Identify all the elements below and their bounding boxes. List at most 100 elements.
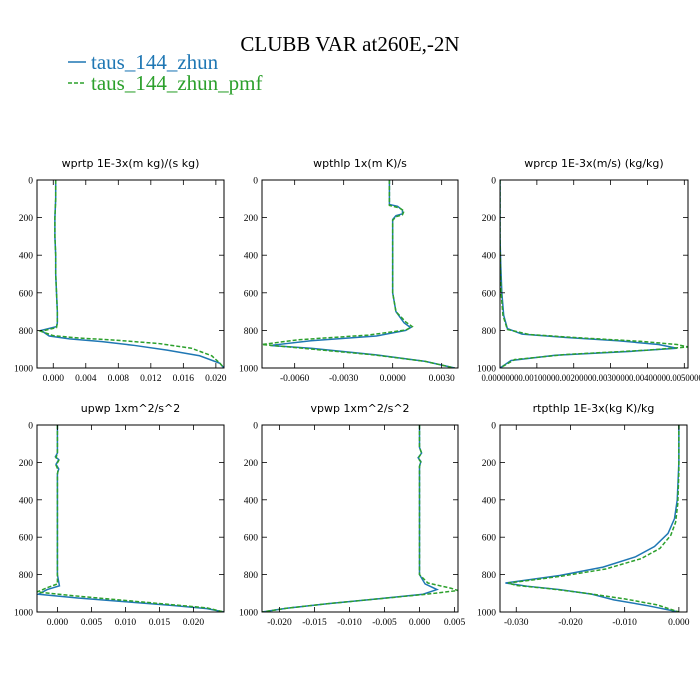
y-tick-label: 0 bbox=[491, 422, 496, 432]
x-tick-label: -0.010 bbox=[612, 618, 637, 628]
y-tick-label: 800 bbox=[482, 327, 497, 337]
y-tick-label: 800 bbox=[244, 571, 259, 581]
x-tick-label: 0.0040000 bbox=[629, 374, 666, 384]
series-line-taus-144-zhun bbox=[505, 425, 680, 612]
y-tick-label: 600 bbox=[19, 534, 34, 544]
panel-title: wprcp 1E-3x(m/s) (kg/kg) bbox=[524, 157, 663, 170]
x-tick-label: -0.010 bbox=[337, 618, 362, 628]
x-tick-label: 0.000 bbox=[668, 618, 690, 628]
y-tick-label: 600 bbox=[482, 534, 497, 544]
series-line-taus-144-zhun-pmf bbox=[37, 425, 224, 612]
x-tick-label: 0.0010000 bbox=[518, 374, 555, 384]
x-tick-label: 0.005 bbox=[81, 618, 103, 628]
x-tick-label: 0.015 bbox=[149, 618, 171, 628]
panel-6: rtpthlp 1E-3x(kg K)/kg02004006008001000-… bbox=[477, 402, 690, 628]
y-tick-label: 1000 bbox=[477, 365, 496, 375]
plot-frame bbox=[36, 179, 225, 369]
x-tick-label: 0.000 bbox=[409, 618, 431, 628]
x-tick-label: -0.0060 bbox=[280, 374, 310, 384]
legend-label-series-1: taus_144_zhun bbox=[91, 50, 219, 74]
y-tick-label: 0 bbox=[28, 422, 33, 432]
x-tick-label: 0.0000 bbox=[380, 374, 406, 384]
y-tick-label: 600 bbox=[19, 289, 34, 299]
x-tick-label: 0.010 bbox=[115, 618, 137, 628]
y-tick-label: 200 bbox=[482, 459, 497, 469]
x-tick-label: 0.0030000 bbox=[592, 374, 629, 384]
y-tick-label: 200 bbox=[244, 214, 259, 224]
y-tick-label: 0 bbox=[253, 177, 258, 187]
x-tick-label: 0.000 bbox=[43, 374, 65, 384]
x-tick-label: 0.000 bbox=[47, 618, 69, 628]
figure-title: CLUBB VAR at260E,-2N bbox=[240, 32, 459, 56]
x-tick-label: -0.005 bbox=[372, 618, 397, 628]
y-tick-label: 1000 bbox=[477, 609, 496, 619]
y-tick-label: 400 bbox=[19, 496, 34, 506]
plot-frame bbox=[36, 424, 225, 613]
y-tick-label: 0 bbox=[491, 177, 496, 187]
x-tick-label: 0.016 bbox=[173, 374, 195, 384]
x-tick-label: 0.0020000 bbox=[555, 374, 592, 384]
series-line-taus-144-zhun-pmf bbox=[262, 180, 455, 368]
x-tick-label: 0.020 bbox=[183, 618, 205, 628]
plot-frame bbox=[261, 424, 459, 613]
series-line-taus-144-zhun bbox=[39, 180, 224, 368]
y-tick-label: 600 bbox=[482, 289, 497, 299]
x-tick-label: 0.012 bbox=[140, 374, 162, 384]
plot-frame bbox=[261, 179, 459, 369]
y-tick-label: 600 bbox=[244, 289, 259, 299]
y-tick-label: 800 bbox=[244, 327, 259, 337]
y-tick-label: 400 bbox=[482, 496, 497, 506]
y-tick-label: 200 bbox=[19, 459, 34, 469]
x-tick-label: -0.015 bbox=[302, 618, 327, 628]
panel-5: vpwp 1xm^2/s^2 0 200 400 600 800 1000 -0.020 -0.… bbox=[239, 402, 465, 628]
x-tick-label: 0.004 bbox=[75, 374, 97, 384]
y-tick-label: 800 bbox=[482, 571, 497, 581]
y-tick-label: 1000 bbox=[14, 609, 33, 619]
series-line-taus-144-zhun-pmf bbox=[500, 180, 688, 368]
y-tick-label: 600 bbox=[244, 534, 259, 544]
x-tick-label: 0.008 bbox=[108, 374, 130, 384]
series-line-taus-144-zhun bbox=[37, 425, 224, 612]
y-tick-label: 400 bbox=[244, 496, 259, 506]
plot-frame bbox=[499, 424, 688, 613]
plot-frame bbox=[499, 179, 689, 369]
series-line-taus-144-zhun bbox=[270, 180, 455, 368]
series-line-taus-144-zhun bbox=[500, 180, 678, 368]
panel-grid: wprtp 1E-3x(m kg)/(s kg) 0 200 400 600 800 100… bbox=[14, 157, 700, 628]
x-tick-label: 0.0000000 bbox=[482, 374, 519, 384]
panel-1: wprtp 1E-3x(m kg)/(s kg) 0 200 400 600 800 100… bbox=[14, 157, 227, 384]
y-tick-label: 1000 bbox=[239, 609, 258, 619]
panel-title: wpthlp 1x(m K)/s bbox=[313, 157, 407, 170]
x-tick-label: -0.030 bbox=[504, 618, 529, 628]
panel-2: wpthlp 1x(m K)/s 0 200 400 600 800 1000 -0.0060… bbox=[239, 157, 459, 384]
y-tick-label: 400 bbox=[244, 252, 259, 262]
panel-title: vpwp 1xm^2/s^2 bbox=[310, 402, 409, 415]
y-tick-label: 0 bbox=[28, 177, 33, 187]
y-tick-label: 800 bbox=[19, 327, 34, 337]
y-tick-label: 1000 bbox=[14, 365, 33, 375]
x-tick-label: -0.0030 bbox=[329, 374, 359, 384]
y-tick-label: 200 bbox=[19, 214, 34, 224]
series-line-taus-144-zhun bbox=[262, 425, 440, 612]
x-tick-label: 0.020 bbox=[205, 374, 227, 384]
y-tick-label: 400 bbox=[19, 252, 34, 262]
x-tick-label: 0.0050000 bbox=[666, 374, 700, 384]
panel-title: rtpthlp 1E-3x(kg K)/kg bbox=[533, 402, 655, 415]
y-tick-label: 400 bbox=[482, 252, 497, 262]
legend: taus_144_zhun taus_144_zhun_pmf bbox=[68, 50, 262, 95]
y-tick-label: 0 bbox=[253, 422, 258, 432]
x-tick-label: 0.0030 bbox=[429, 374, 455, 384]
panel-3: wprcp 1E-3x(m/s) (kg/kg) 0 200 400 600 800 100… bbox=[477, 157, 700, 384]
y-tick-label: 200 bbox=[244, 459, 259, 469]
panel-4: upwp 1xm^2/s^2 0 200 400 600 800 1000 0.000 0.00… bbox=[14, 402, 225, 628]
series-line-taus-144-zhun-pmf bbox=[507, 425, 680, 612]
y-tick-label: 1000 bbox=[239, 365, 258, 375]
series-line-taus-144-zhun-pmf bbox=[262, 425, 458, 612]
panel-title: upwp 1xm^2/s^2 bbox=[81, 402, 181, 415]
series-line-taus-144-zhun-pmf bbox=[38, 180, 224, 368]
x-tick-label: -0.020 bbox=[558, 618, 583, 628]
y-tick-label: 200 bbox=[482, 214, 497, 224]
panel-title: wprtp 1E-3x(m kg)/(s kg) bbox=[62, 157, 200, 170]
y-tick-label: 800 bbox=[19, 571, 34, 581]
